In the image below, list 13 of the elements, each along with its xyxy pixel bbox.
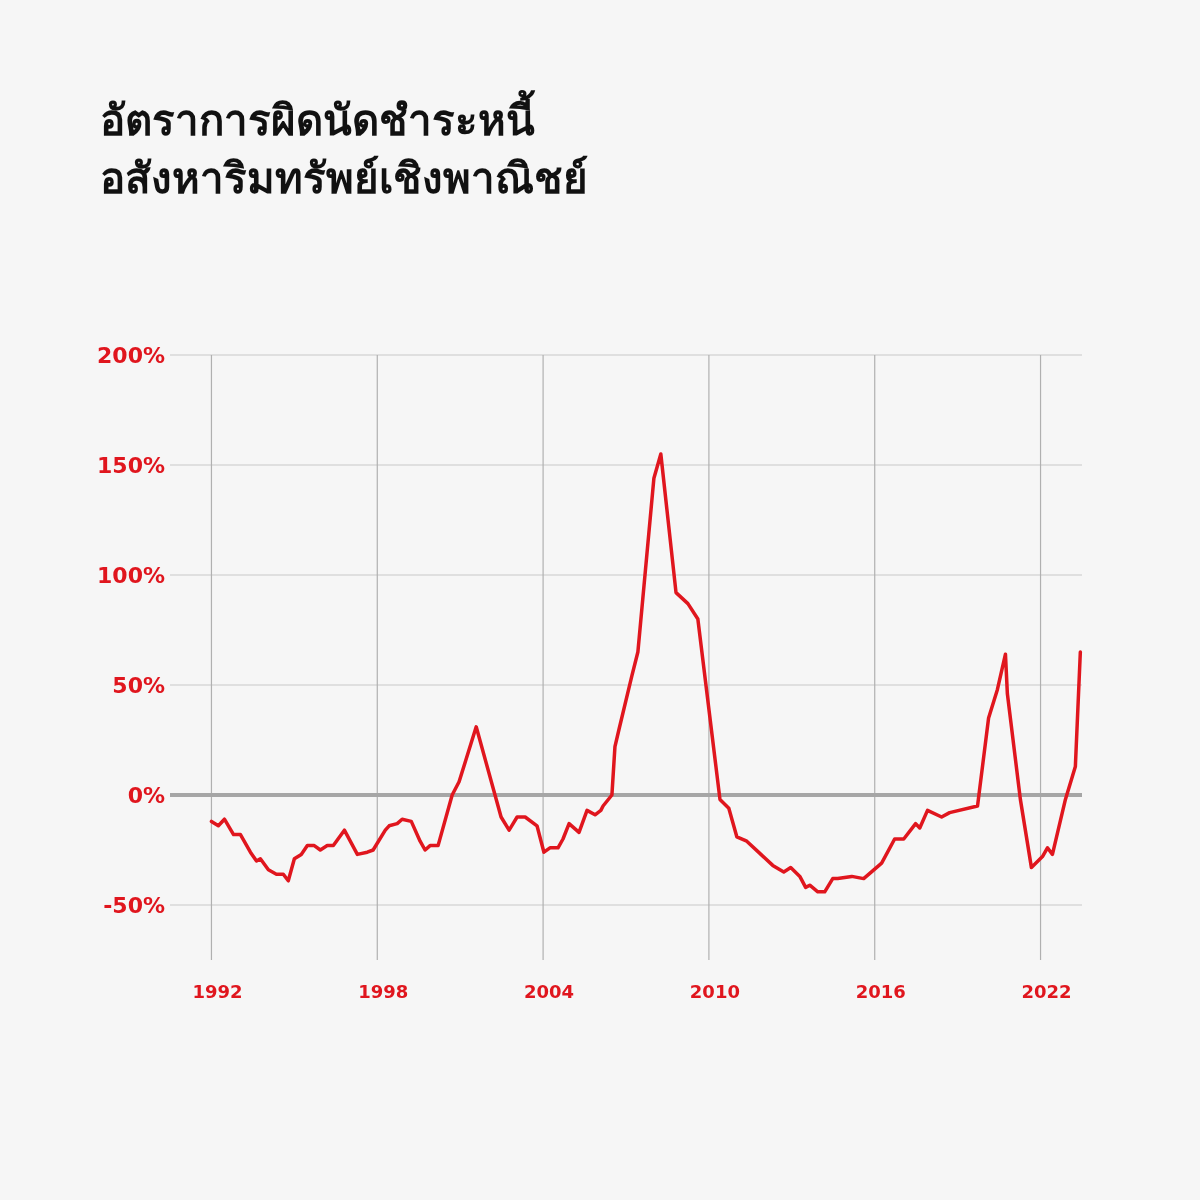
- y-tick-label: 100%: [97, 563, 165, 588]
- x-tick-label: 1998: [358, 981, 409, 1002]
- y-tick-label: 0%: [127, 783, 165, 808]
- y-tick-label: 50%: [112, 673, 165, 698]
- y-tick-label: 200%: [97, 343, 165, 368]
- x-tick-label: 2022: [1021, 981, 1072, 1002]
- x-tick-label: 2010: [689, 981, 740, 1002]
- y-tick-label: -50%: [103, 893, 165, 918]
- x-tick-label: 2016: [855, 981, 906, 1002]
- chart-title: อัตราการผิดนัดชำระหนี้ อสังหาริมทรัพย์เชิงพาณิชย์: [100, 89, 588, 203]
- x-tick-label: 2004: [524, 981, 575, 1002]
- y-tick-label: 150%: [97, 453, 165, 478]
- x-tick-label: 1992: [192, 981, 243, 1002]
